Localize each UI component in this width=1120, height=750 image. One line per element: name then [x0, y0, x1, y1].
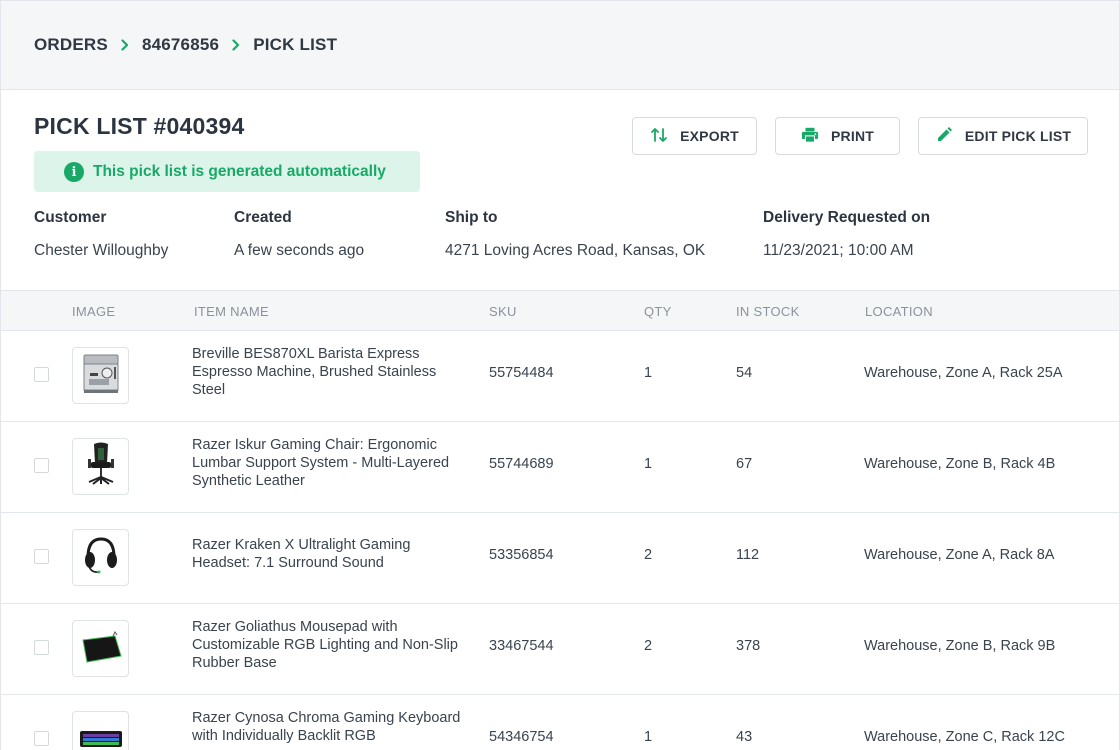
- row-checkbox[interactable]: [34, 458, 49, 473]
- created-value: A few seconds ago: [234, 242, 365, 259]
- item-name: Razer Iskur Gaming Chair: Ergonomic Lumb…: [192, 437, 450, 489]
- export-button[interactable]: EXPORT: [632, 117, 757, 155]
- table-row[interactable]: Razer Goliathus Mousepad with Customizab…: [1, 604, 1119, 695]
- item-location: Warehouse, Zone B, Rack 9B: [864, 638, 1056, 654]
- ship-to-field: Ship to 4271 Loving Acres Road, Kansas, …: [445, 209, 705, 260]
- item-name: Razer Cynosa Chroma Gaming Keyboard with…: [192, 710, 461, 744]
- product-image: [72, 438, 129, 495]
- row-checkbox[interactable]: [34, 731, 49, 746]
- item-in-stock: 43: [736, 729, 753, 745]
- column-header-image: IMAGE: [72, 304, 116, 319]
- item-qty: 2: [644, 547, 653, 563]
- item-qty: 2: [644, 638, 653, 654]
- column-header-qty[interactable]: QTY: [644, 304, 672, 319]
- item-in-stock: 378: [736, 638, 761, 654]
- item-location: Warehouse, Zone C, Rack 12C: [864, 729, 1065, 745]
- customer-value: Chester Willoughby: [34, 242, 169, 259]
- pick-list-header: PICK LIST #040394 i This pick list is ge…: [1, 90, 1119, 291]
- gaming-chair-icon: [77, 440, 125, 493]
- item-qty: 1: [644, 456, 653, 472]
- action-buttons: EXPORT PRINT EDIT PICK LIST: [632, 117, 1088, 155]
- table-row[interactable]: Razer Iskur Gaming Chair: Ergonomic Lumb…: [1, 422, 1119, 513]
- edit-pick-list-button[interactable]: EDIT PICK LIST: [918, 117, 1088, 155]
- item-qty: 1: [644, 365, 653, 381]
- sort-arrows-icon: [650, 126, 668, 147]
- item-in-stock: 112: [736, 547, 760, 563]
- item-location: Warehouse, Zone B, Rack 4B: [864, 456, 1056, 472]
- breadcrumb: ORDERS 84676856 PICK LIST: [1, 1, 1119, 90]
- column-header-item-name[interactable]: ITEM NAME: [194, 304, 269, 319]
- row-checkbox[interactable]: [34, 367, 49, 382]
- chevron-right-icon: [108, 39, 142, 51]
- column-header-in-stock[interactable]: IN STOCK: [736, 304, 800, 319]
- item-in-stock: 67: [736, 456, 753, 472]
- created-label: Created: [234, 209, 292, 226]
- auto-generated-notice: i This pick list is generated automatica…: [34, 151, 420, 192]
- item-sku: 54346754: [489, 729, 554, 745]
- table-row[interactable]: Breville BES870XL Barista Express Espres…: [1, 331, 1119, 422]
- info-icon: i: [64, 162, 84, 182]
- item-sku: 55744689: [489, 456, 554, 472]
- item-sku: 55754484: [489, 365, 554, 381]
- breadcrumb-order-number[interactable]: 84676856: [141, 35, 220, 54]
- customer-field: Customer Chester Willoughby: [34, 209, 168, 260]
- printer-icon: [801, 126, 819, 147]
- export-label: EXPORT: [680, 128, 739, 144]
- item-location: Warehouse, Zone A, Rack 8A: [864, 547, 1055, 563]
- breadcrumb-orders[interactable]: ORDERS: [34, 35, 108, 54]
- created-field: Created A few seconds ago: [234, 209, 364, 260]
- page-title: PICK LIST #040394: [34, 113, 245, 139]
- delivery-label: Delivery Requested on: [763, 209, 931, 226]
- product-image: [72, 347, 129, 404]
- product-image: [72, 620, 129, 677]
- product-image: [72, 529, 129, 586]
- table-header: IMAGE ITEM NAME SKU QTY IN STOCK LOCATIO…: [1, 291, 1119, 331]
- table-row[interactable]: Razer Kraken X Ultralight Gaming Headset…: [1, 513, 1119, 604]
- breadcrumb-pick-list: PICK LIST: [253, 35, 338, 54]
- chevron-right-icon: [219, 39, 253, 51]
- column-header-location[interactable]: LOCATION: [865, 304, 933, 319]
- item-in-stock: 54: [736, 365, 753, 381]
- customer-label: Customer: [34, 209, 107, 226]
- item-location: Warehouse, Zone A, Rack 25A: [864, 365, 1063, 381]
- headset-icon: [77, 531, 125, 584]
- item-name: Razer Kraken X Ultralight Gaming Headset…: [192, 537, 411, 571]
- notice-text: This pick list is generated automaticall…: [93, 163, 386, 180]
- item-sku: 53356854: [489, 547, 554, 563]
- row-checkbox[interactable]: [34, 640, 49, 655]
- print-label: PRINT: [831, 128, 874, 144]
- item-sku: 33467544: [489, 638, 554, 654]
- edit-label: EDIT PICK LIST: [964, 128, 1072, 144]
- pencil-icon: [935, 126, 953, 147]
- keyboard-icon: [77, 713, 125, 750]
- item-name: Razer Goliathus Mousepad with Customizab…: [192, 619, 458, 671]
- delivery-field: Delivery Requested on 11/23/2021; 10:00 …: [763, 209, 930, 260]
- print-button[interactable]: PRINT: [775, 117, 900, 155]
- table-row[interactable]: Razer Cynosa Chroma Gaming Keyboard with…: [1, 695, 1119, 750]
- item-qty: 1: [644, 729, 653, 745]
- delivery-value: 11/23/2021; 10:00 AM: [763, 242, 914, 259]
- ship-to-value: 4271 Loving Acres Road, Kansas, OK: [445, 242, 706, 259]
- espresso-machine-icon: [77, 349, 125, 402]
- order-meta: Customer Chester Willoughby Created A fe…: [34, 209, 1119, 269]
- mousepad-icon: [77, 622, 125, 675]
- product-image: [72, 711, 129, 750]
- column-header-sku[interactable]: SKU: [489, 304, 517, 319]
- ship-to-label: Ship to: [445, 209, 498, 226]
- row-checkbox[interactable]: [34, 549, 49, 564]
- item-name: Breville BES870XL Barista Express Espres…: [192, 346, 437, 398]
